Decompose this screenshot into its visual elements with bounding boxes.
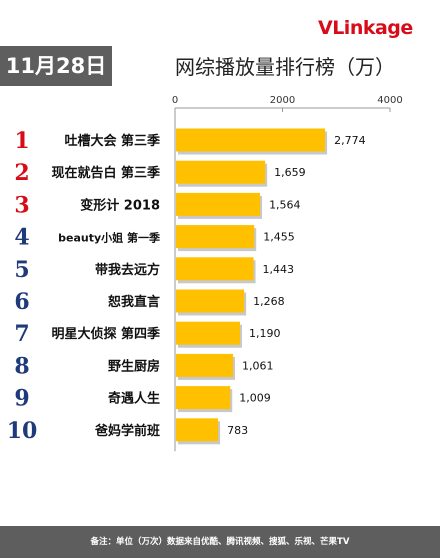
rank-number: 2 xyxy=(14,160,29,186)
bar-chart: 0 2000 4000 1 吐槽大会 第三季 2,774 2 现在就告白 第三季 1,659 3 变… xyxy=(7,95,403,452)
rank-number: 9 xyxy=(14,386,29,412)
x-tick-label: 2000 xyxy=(270,95,295,106)
rank-number: 5 xyxy=(14,257,29,283)
bar xyxy=(176,225,255,249)
category-label: 带我去远方 xyxy=(95,262,160,278)
x-tick-label: 0 xyxy=(172,95,178,106)
bar xyxy=(176,321,240,345)
category-label: 变形计 2018 xyxy=(80,197,160,213)
bar xyxy=(176,353,234,377)
value-label: 1,190 xyxy=(249,327,281,340)
rank-number: 4 xyxy=(14,225,29,251)
category-label: 爸妈学前班 xyxy=(94,423,160,439)
category-label: 现在就告白 第三季 xyxy=(51,165,160,181)
category-label: 吐槽大会 第三季 xyxy=(64,133,160,149)
bar xyxy=(176,257,254,281)
bar xyxy=(176,418,219,442)
category-label: 恕我直言 xyxy=(108,294,160,310)
date-badge: 11月28日 xyxy=(0,46,112,86)
rank-number: 10 xyxy=(7,418,38,444)
value-label: 1,564 xyxy=(269,198,301,211)
chart-title: 网综播放量排行榜（万） xyxy=(175,55,395,79)
rank-number: 1 xyxy=(14,128,29,154)
value-label: 1,455 xyxy=(263,231,295,244)
bar xyxy=(176,128,326,152)
bar xyxy=(176,289,245,313)
value-label: 1,443 xyxy=(263,263,295,276)
category-label: 野生厨房 xyxy=(108,358,160,374)
bar xyxy=(176,192,261,216)
rank-number: 3 xyxy=(14,192,29,218)
category-label: 奇遇人生 xyxy=(108,391,160,407)
rank-number: 7 xyxy=(14,321,29,347)
rank-number: 8 xyxy=(14,353,29,379)
value-label: 2,774 xyxy=(334,134,366,147)
value-label: 1,061 xyxy=(242,359,274,372)
value-label: 1,009 xyxy=(239,392,271,405)
category-label: beauty小姐 第一季 xyxy=(58,231,161,245)
value-label: 1,659 xyxy=(274,166,306,179)
footer-note: 备注：单位（万次）数据来自优酷、腾讯视频、搜狐、乐视、芒果TV xyxy=(0,526,440,558)
rank-number: 6 xyxy=(14,289,29,315)
bar xyxy=(176,386,231,410)
x-tick-label: 4000 xyxy=(377,95,402,106)
vlinkage-logo: VLinkage xyxy=(318,17,413,39)
category-label: 明星大侦探 第四季 xyxy=(51,326,160,342)
value-label: 783 xyxy=(227,424,248,437)
value-label: 1,268 xyxy=(253,295,285,308)
bar xyxy=(176,160,266,184)
